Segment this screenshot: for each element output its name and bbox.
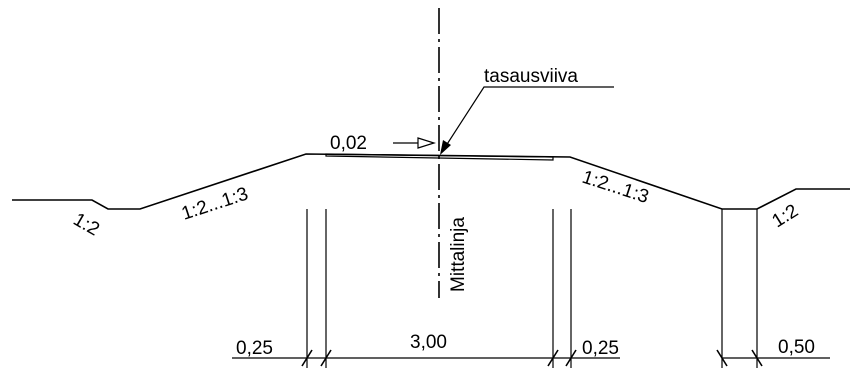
dimension-left-shoulder: 0,25	[236, 338, 273, 359]
leveling-line-arrowhead	[440, 140, 451, 155]
crossfall-arrow-head	[417, 137, 437, 149]
dimension-right-shoulder: 0,25	[582, 338, 619, 359]
dimension-tick	[716, 349, 728, 367]
dimension-tick	[565, 349, 577, 367]
leveling-line-leader	[441, 86, 614, 153]
leveling-line-label: tasausviiva	[484, 66, 578, 87]
dimension-tick	[320, 349, 332, 367]
slope-left-inner-label: 1:2...1:3	[179, 184, 251, 225]
dimension-tick	[751, 349, 763, 367]
measurement-line-label: Mittalinja	[448, 217, 469, 292]
dimension-tick	[301, 349, 313, 367]
dimension-carriageway: 3,00	[410, 332, 447, 353]
slope-right-outer-label: 1:2	[769, 200, 803, 232]
crossfall-label: 0,02	[330, 133, 367, 154]
dimension-tick	[547, 349, 559, 367]
leveling-layer	[325, 153, 554, 161]
slope-left-outer-label: 1:2	[70, 209, 103, 240]
road-profile-line	[12, 153, 850, 210]
dimension-ditch-bottom: 0,50	[778, 337, 815, 358]
